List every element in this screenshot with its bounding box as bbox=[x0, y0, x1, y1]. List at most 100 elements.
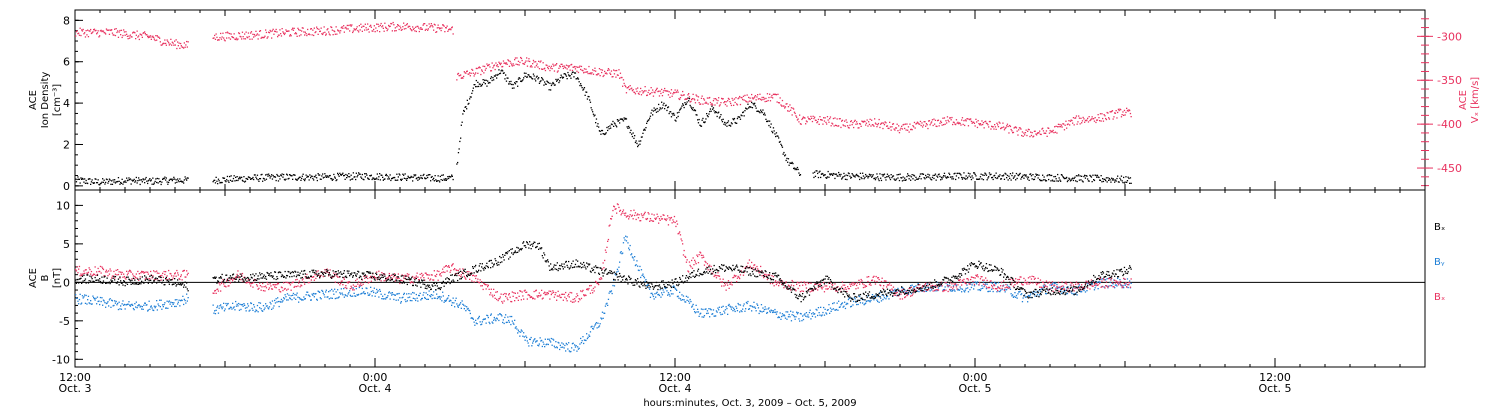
bottom-panel-data bbox=[75, 203, 1132, 353]
by-point bbox=[79, 293, 81, 295]
density-point bbox=[947, 176, 949, 178]
vx-point bbox=[97, 30, 99, 32]
vx-point bbox=[967, 125, 970, 127]
vx-point bbox=[164, 39, 166, 41]
by-point bbox=[532, 342, 534, 344]
by-point bbox=[416, 297, 418, 299]
density-point bbox=[413, 174, 415, 176]
vx-point bbox=[373, 28, 375, 31]
by-point bbox=[813, 313, 815, 315]
vx-point bbox=[855, 123, 857, 125]
density-point bbox=[182, 180, 184, 183]
density-point bbox=[867, 177, 869, 179]
bz-point bbox=[81, 274, 83, 277]
vx-point bbox=[1008, 132, 1010, 134]
vx-point bbox=[418, 30, 420, 33]
bz-point bbox=[300, 284, 302, 286]
density-point bbox=[1093, 179, 1095, 181]
bz-point bbox=[180, 275, 182, 278]
by-point bbox=[563, 347, 565, 349]
by-point bbox=[967, 287, 969, 289]
density-point bbox=[331, 178, 333, 180]
vx-point bbox=[539, 61, 541, 63]
by-point bbox=[1020, 293, 1022, 296]
density-point bbox=[832, 174, 834, 176]
by-point bbox=[1087, 282, 1090, 284]
vx-point bbox=[493, 65, 495, 67]
vx-point bbox=[381, 26, 383, 28]
by-point bbox=[793, 316, 796, 318]
by-point bbox=[750, 305, 752, 307]
bz-point bbox=[144, 271, 146, 274]
density-point bbox=[217, 178, 220, 180]
vx-point bbox=[126, 35, 129, 37]
vx-point bbox=[973, 122, 976, 124]
vx-point bbox=[90, 32, 93, 35]
density-point bbox=[857, 175, 859, 177]
vx-point bbox=[481, 70, 483, 72]
density-point bbox=[1095, 174, 1097, 177]
density-point bbox=[403, 174, 405, 176]
vx-point bbox=[186, 40, 188, 43]
vx-point bbox=[481, 69, 483, 71]
density-point bbox=[1091, 181, 1093, 183]
top-y2tick-label: -450 bbox=[1437, 162, 1462, 175]
density-point bbox=[844, 178, 847, 180]
vx-point bbox=[919, 123, 921, 125]
by-point bbox=[586, 337, 589, 340]
by-point bbox=[249, 309, 251, 311]
density-point bbox=[1050, 180, 1052, 182]
vx-point bbox=[554, 64, 556, 66]
by-point bbox=[532, 340, 534, 342]
by-point bbox=[796, 311, 798, 313]
bz-point bbox=[93, 273, 95, 275]
by-point bbox=[138, 304, 140, 306]
vx-point bbox=[133, 31, 135, 33]
by-point bbox=[298, 301, 300, 303]
density-point bbox=[338, 175, 340, 177]
by-point bbox=[347, 293, 349, 295]
bz-point bbox=[397, 273, 399, 275]
vx-point bbox=[841, 120, 843, 122]
density-point bbox=[583, 88, 585, 90]
by-point bbox=[433, 297, 435, 299]
bz-point bbox=[439, 274, 441, 276]
vx-point bbox=[1130, 116, 1132, 118]
density-point bbox=[543, 84, 545, 86]
by-point bbox=[289, 298, 292, 300]
vx-point bbox=[767, 99, 769, 102]
by-point bbox=[126, 303, 129, 305]
vx-point bbox=[626, 87, 628, 89]
by-point bbox=[646, 284, 649, 286]
vx-point bbox=[904, 123, 907, 125]
by-point bbox=[709, 316, 711, 318]
density-point bbox=[1121, 180, 1123, 182]
vx-point bbox=[75, 35, 77, 37]
density-point bbox=[379, 173, 381, 175]
by-point bbox=[838, 306, 841, 308]
density-point bbox=[307, 175, 309, 177]
density-point bbox=[685, 103, 688, 105]
by-point bbox=[1075, 287, 1077, 289]
density-point bbox=[394, 179, 396, 181]
by-point bbox=[868, 300, 870, 302]
density-point bbox=[284, 179, 286, 181]
vx-point bbox=[128, 35, 130, 37]
vx-point bbox=[1102, 117, 1104, 120]
density-point bbox=[1054, 180, 1056, 182]
vx-point bbox=[603, 74, 605, 77]
density-point bbox=[81, 178, 83, 180]
density-point bbox=[976, 178, 979, 180]
bz-point bbox=[385, 277, 387, 279]
density-point bbox=[711, 105, 713, 107]
by-point bbox=[78, 303, 80, 305]
vx-point bbox=[498, 61, 500, 63]
by-point bbox=[466, 306, 468, 308]
vx-point bbox=[331, 26, 333, 29]
by-point bbox=[652, 295, 655, 298]
bz-point bbox=[249, 283, 251, 285]
by-point bbox=[529, 338, 531, 340]
by-point bbox=[829, 307, 832, 309]
by-point bbox=[954, 290, 956, 292]
by-point bbox=[475, 322, 477, 324]
